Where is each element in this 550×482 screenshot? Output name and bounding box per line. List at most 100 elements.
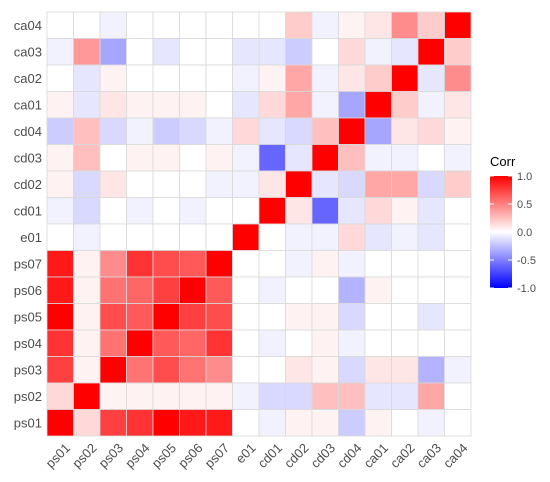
- heatmap-cell-ca04-ps07: [205, 11, 233, 39]
- x-tick-label: ps01: [43, 440, 74, 471]
- heatmap-cell-ps07-ps02: [73, 250, 101, 278]
- heatmap-cell-cd02-ps03: [99, 170, 127, 198]
- heatmap-cell-cd04-ca01: [364, 117, 392, 145]
- heatmap-cell-cd01-cd03: [311, 197, 339, 225]
- heatmap-cell-ps04-ps01: [46, 329, 74, 357]
- heatmap-cell-ca03-ps06: [179, 38, 207, 66]
- y-tick-label: e01: [20, 230, 42, 245]
- heatmap-cell-ps07-e01: [232, 250, 260, 278]
- heatmap-cell-ps01-ps05: [152, 409, 180, 437]
- x-tick-label: cd03: [308, 440, 339, 471]
- heatmap-cell-ca02-ps05: [152, 64, 180, 92]
- heatmap-cell-ca03-ca03: [417, 38, 445, 66]
- heatmap-cell-ca02-ca02: [391, 64, 419, 92]
- heatmap-cell-ps06-ps07: [205, 276, 233, 304]
- x-tick-label: ps07: [202, 440, 233, 471]
- heatmap-cell-cd01-e01: [232, 197, 260, 225]
- x-tick-label: ps03: [96, 440, 127, 471]
- heatmap-cell-ps05-cd03: [311, 303, 339, 331]
- heatmap-cell-ps02-ca01: [364, 382, 392, 410]
- heatmap-cell-ps06-ps02: [73, 276, 101, 304]
- heatmap-cell-e01-ps07: [205, 223, 233, 251]
- y-tick-label: ca04: [14, 18, 42, 33]
- y-tick-label: ca02: [14, 71, 42, 86]
- x-tick-label: ca02: [387, 440, 418, 471]
- heatmap-cell-ca03-cd03: [311, 38, 339, 66]
- heatmap-cell-ca01-cd03: [311, 91, 339, 119]
- heatmap-cell-e01-ps04: [126, 223, 154, 251]
- x-tick-label: ps04: [122, 440, 153, 471]
- heatmap-cell-cd03-ca02: [391, 144, 419, 172]
- heatmap-cell-ca02-cd03: [311, 64, 339, 92]
- heatmap-cell-e01-ps03: [99, 223, 127, 251]
- heatmap-cell-ps05-ca04: [444, 303, 472, 331]
- heatmap-cell-ca01-ps06: [179, 91, 207, 119]
- heatmap-cell-cd03-cd03: [311, 144, 339, 172]
- heatmap-cell-ca03-ps02: [73, 38, 101, 66]
- y-tick-label: ca01: [14, 97, 42, 112]
- heatmap-cell-cd02-ps04: [126, 170, 154, 198]
- heatmap-cell-ps03-ca03: [417, 356, 445, 384]
- heatmap-cell-ps05-ps01: [46, 303, 74, 331]
- heatmap-cell-e01-cd04: [338, 223, 366, 251]
- y-tick-label: ps04: [14, 336, 42, 351]
- heatmap-cell-ps01-cd03: [311, 409, 339, 437]
- heatmap-cell-ps04-cd04: [338, 329, 366, 357]
- heatmap-cell-ps05-ca01: [364, 303, 392, 331]
- heatmap-cell-ps03-e01: [232, 356, 260, 384]
- heatmap-cell-ps03-cd03: [311, 356, 339, 384]
- heatmap-cell-ps01-ca01: [364, 409, 392, 437]
- y-tick-label: cd03: [14, 150, 42, 165]
- heatmap-cell-ps06-ps03: [99, 276, 127, 304]
- heatmap-cell-ca03-ps05: [152, 38, 180, 66]
- heatmap-cell-ca04-ps06: [179, 11, 207, 39]
- heatmap-cell-cd02-ca01: [364, 170, 392, 198]
- heatmap-cell-ps05-ps05: [152, 303, 180, 331]
- heatmap-cell-cd01-cd02: [285, 197, 313, 225]
- heatmap-cell-ps06-cd04: [338, 276, 366, 304]
- heatmap-cell-ca01-cd02: [285, 91, 313, 119]
- heatmap-cell-ps01-ps03: [99, 409, 127, 437]
- heatmap-cell-ps06-ca01: [364, 276, 392, 304]
- heatmap-cell-e01-e01: [232, 223, 260, 251]
- heatmap-cell-ps01-ps07: [205, 409, 233, 437]
- legend-tick-label: -1.0: [517, 283, 536, 295]
- heatmap-cell-ps04-cd03: [311, 329, 339, 357]
- heatmap-cell-ca04-cd04: [338, 11, 366, 39]
- heatmap-cell-cd04-ps02: [73, 117, 101, 145]
- heatmap-cell-ps04-cd02: [285, 329, 313, 357]
- legend-title: Corr: [490, 154, 516, 169]
- heatmap-cell-cd03-cd01: [258, 144, 286, 172]
- heatmap-cell-ps06-e01: [232, 276, 260, 304]
- y-tick-label: ps02: [14, 389, 42, 404]
- heatmap-cell-cd02-ca03: [417, 170, 445, 198]
- heatmap-cell-ps02-ca03: [417, 382, 445, 410]
- heatmap-cell-ca03-ca04: [444, 38, 472, 66]
- heatmap-cell-ca02-ps01: [46, 64, 74, 92]
- heatmap-cell-ps04-ps04: [126, 329, 154, 357]
- heatmap-cell-ca02-cd01: [258, 64, 286, 92]
- heatmap-cell-ps06-ps01: [46, 276, 74, 304]
- heatmap-cell-ca03-ca01: [364, 38, 392, 66]
- heatmap-cell-cd04-cd04: [338, 117, 366, 145]
- heatmap-cell-cd03-ps02: [73, 144, 101, 172]
- heatmap-cell-ca02-ps07: [205, 64, 233, 92]
- heatmap-cell-cd03-ps03: [99, 144, 127, 172]
- heatmap-cell-ca03-e01: [232, 38, 260, 66]
- heatmap-cell-cd01-ps04: [126, 197, 154, 225]
- heatmap-cell-ps04-ca03: [417, 329, 445, 357]
- heatmap-cell-ps05-ca02: [391, 303, 419, 331]
- x-tick-label: ps02: [69, 440, 100, 471]
- heatmap-cell-ca01-ps07: [205, 91, 233, 119]
- heatmap-cell-ps03-ps06: [179, 356, 207, 384]
- heatmap-cell-ca03-ps03: [99, 38, 127, 66]
- heatmap-cell-cd02-ps05: [152, 170, 180, 198]
- heatmap-cell-ps02-ps01: [46, 382, 74, 410]
- heatmap-cell-ps01-cd01: [258, 409, 286, 437]
- x-tick-label: cd04: [334, 440, 365, 471]
- heatmap-cell-ps05-ps03: [99, 303, 127, 331]
- heatmap-cell-ps05-cd01: [258, 303, 286, 331]
- heatmap-cell-ca03-cd01: [258, 38, 286, 66]
- heatmap-cell-ca04-ps02: [73, 11, 101, 39]
